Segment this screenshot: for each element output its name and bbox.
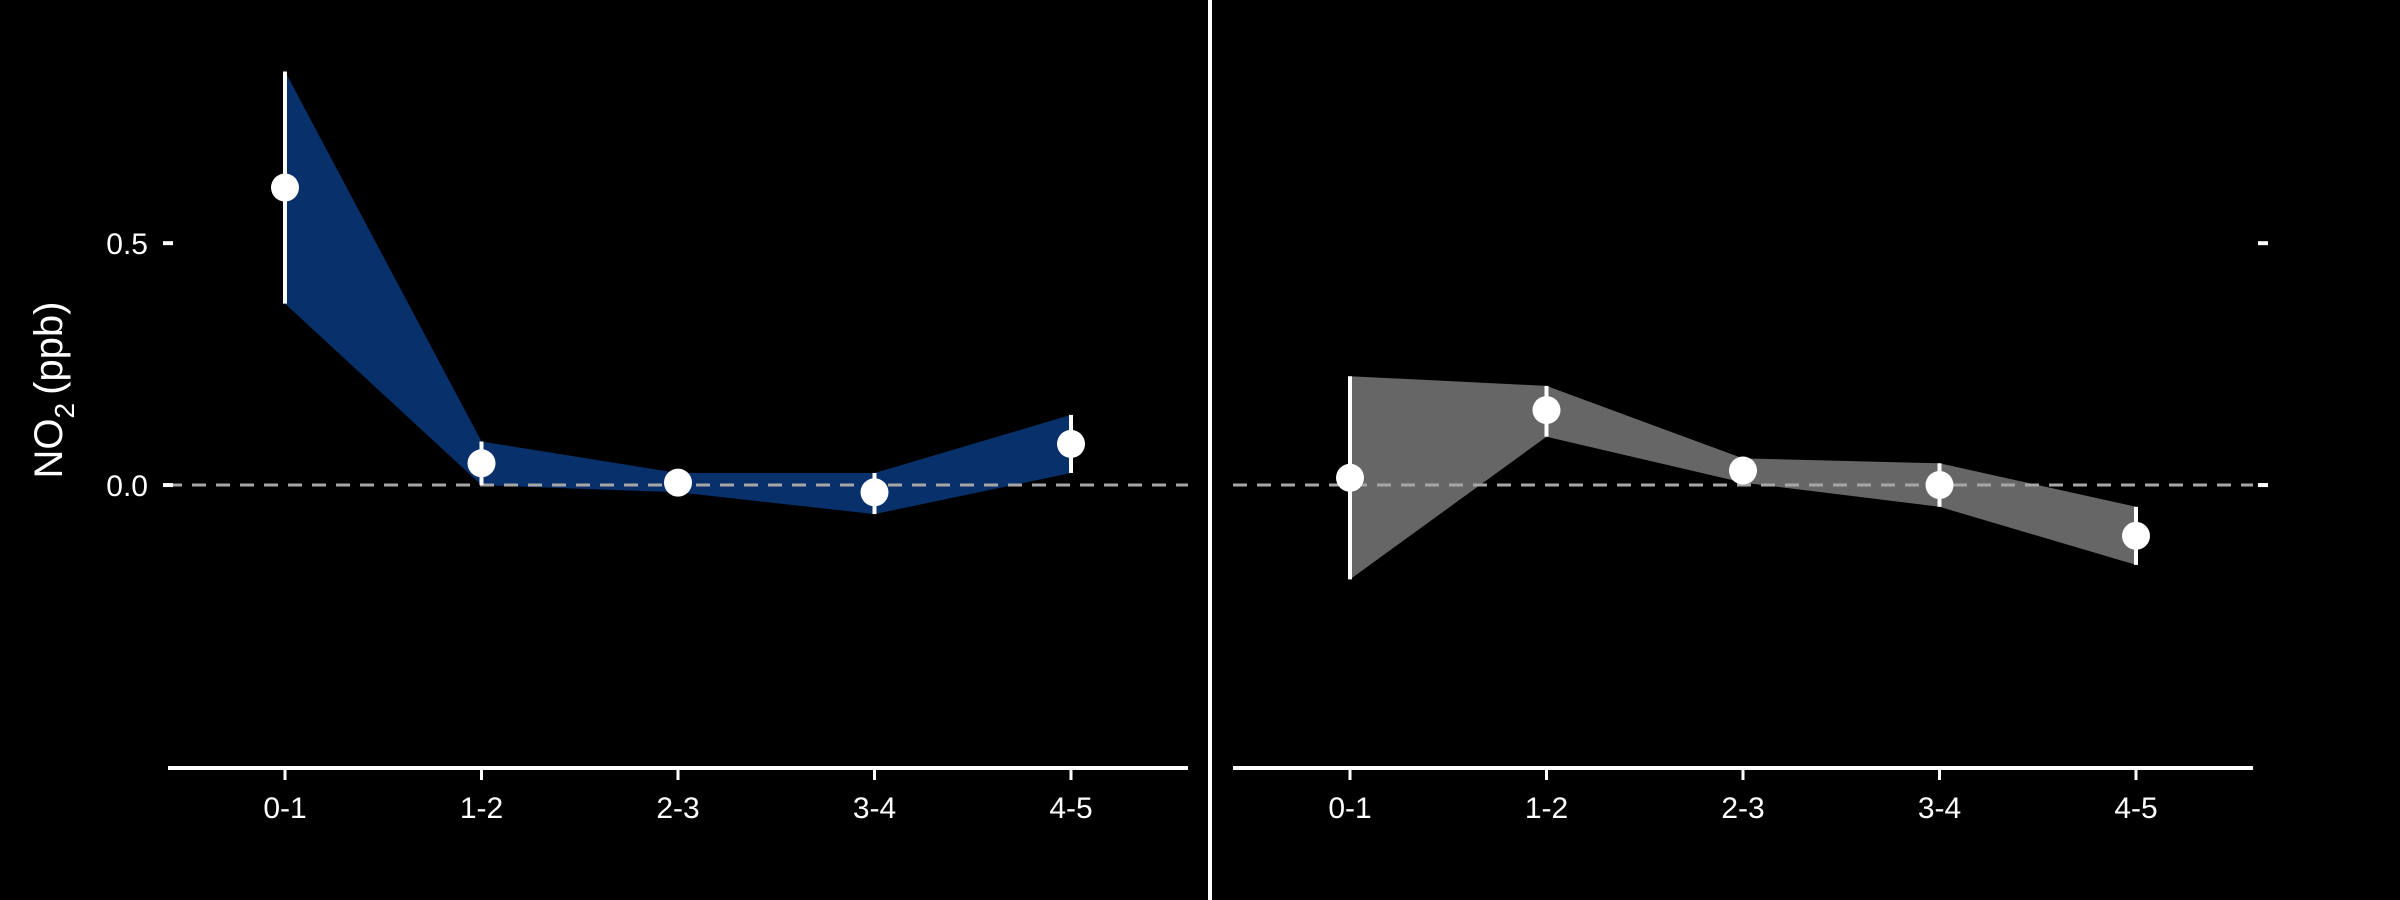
right-panel: 0-1 1-2 2-3 3-4 4-5: [1233, 241, 2268, 825]
y-tick-label: 0.0: [106, 470, 148, 503]
x-tick-label: 2-3: [1721, 792, 1764, 825]
y-tick-label: 0.5: [106, 228, 148, 261]
data-point: [2122, 521, 2150, 550]
y-axis-title: NO2 (ppb): [27, 302, 80, 479]
left-panel: 0-1 1-2 2-3 3-4 4-5 0.0 0.5: [106, 71, 1188, 825]
data-point: [1532, 396, 1561, 425]
x-tick-label: 1-2: [460, 792, 503, 825]
x-tick-label: 4-5: [1049, 792, 1092, 825]
confidence-ribbon: [285, 71, 1071, 515]
data-point: [1925, 471, 1954, 500]
y-axis-title-unit: (ppb): [27, 302, 71, 395]
data-point: [1729, 456, 1757, 485]
data-point: [1057, 429, 1085, 458]
x-tick-label: 3-4: [853, 792, 896, 825]
x-tick-label: 0-1: [263, 792, 306, 825]
y-axis-title-subscript: 2: [49, 403, 80, 419]
data-point: [664, 468, 692, 497]
y-axis-title-main: NO: [27, 418, 71, 478]
data-point: [1336, 463, 1364, 492]
x-tick-label: 2-3: [656, 792, 699, 825]
data-point: [467, 449, 496, 478]
data-point: [271, 173, 299, 202]
x-tick-label: 1-2: [1525, 792, 1568, 825]
data-point: [860, 478, 889, 507]
x-tick-label: 0-1: [1328, 792, 1371, 825]
x-tick-label: 4-5: [2114, 792, 2157, 825]
x-tick-label: 3-4: [1918, 792, 1961, 825]
